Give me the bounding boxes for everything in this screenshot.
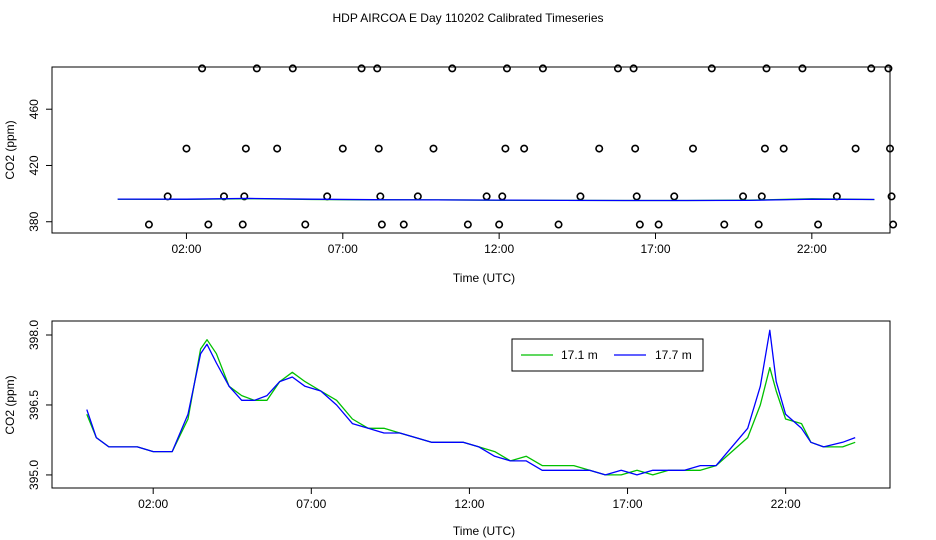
bottom-lines [86,329,856,476]
bottom-x-tick-label-4: 22:00 [771,497,801,511]
top-data-point-27 [498,192,507,201]
top-data-point-24 [463,220,472,229]
bottom-x-axis: 02:00 07:00 12:00 17:00 22:00 [138,488,801,511]
top-data-point-18 [376,192,385,201]
top-data-point-45 [739,192,748,201]
legend: 17.1 m 17.7 m [511,338,704,372]
top-data-point-43 [707,64,716,73]
bottom-x-axis-title: Time (UTC) [453,524,515,538]
top-y-tick-label-0: 380 [27,211,41,231]
legend-label-17-1: 17.1 m [561,348,598,362]
top-data-point-32 [554,220,563,229]
top-data-point-10 [273,144,282,153]
top-data-point-28 [501,144,510,153]
top-x-axis-title: Time (UTC) [453,271,515,285]
top-data-point-33 [576,192,585,201]
top-data-point-16 [373,64,382,73]
top-data-point-29 [502,64,511,73]
top-data-point-40 [654,220,663,229]
top-series-line-1 [117,197,875,202]
top-y-axis-title: CO2 (ppm) [3,120,17,179]
legend-label-17-7: 17.7 m [655,348,692,362]
top-lines [117,197,875,202]
top-plot-frame [51,66,891,234]
top-x-axis: 02:00 07:00 12:00 17:00 22:00 [171,233,827,256]
top-data-point-21 [413,192,422,201]
bottom-x-tick-label-3: 17:00 [613,497,643,511]
top-data-point-4 [204,220,213,229]
top-data-point-11 [288,64,297,73]
top-data-point-19 [377,220,386,229]
bottom-y-tick-label-2: 398.0 [27,320,41,350]
top-data-point-35 [613,64,622,73]
top-data-point-17 [374,144,383,153]
top-y-axis: 380 420 460 [27,99,52,232]
top-y-tick-label-2: 460 [27,99,41,119]
top-data-point-48 [760,144,769,153]
top-data-point-12 [301,220,310,229]
top-data-point-42 [689,144,698,153]
top-data-point-8 [241,144,250,153]
top-data-point-38 [632,192,641,201]
top-data-point-46 [754,220,763,229]
top-points [144,64,898,229]
top-data-point-50 [779,144,788,153]
top-data-point-26 [495,220,504,229]
top-data-point-59 [889,220,898,229]
top-data-point-57 [885,144,894,153]
top-data-point-23 [448,64,457,73]
bottom-y-tick-label-0: 395.0 [27,460,41,490]
top-data-point-44 [720,220,729,229]
top-data-point-52 [814,220,823,229]
bottom-y-axis-title: CO2 (ppm) [3,375,17,434]
top-x-tick-label-0: 02:00 [171,242,201,256]
top-data-point-22 [429,144,438,153]
top-data-point-31 [538,64,547,73]
top-data-point-55 [867,64,876,73]
bottom-x-tick-label-0: 02:00 [138,497,168,511]
top-x-tick-label-4: 22:00 [797,242,827,256]
top-x-tick-label-2: 12:00 [484,242,514,256]
bottom-series-line-17-7-m [86,329,856,476]
top-data-point-37 [631,144,640,153]
top-data-point-54 [851,144,860,153]
top-x-tick-label-3: 17:00 [640,242,670,256]
top-data-point-3 [198,64,207,73]
bottom-series-line-17-1-m [86,339,856,476]
bottom-y-tick-label-1: 396.5 [27,390,41,420]
top-data-point-41 [670,192,679,201]
bottom-y-axis: 395.0 396.5 398.0 [27,320,52,490]
top-data-point-15 [357,64,366,73]
chart-title: HDP AIRCOA E Day 110202 Calibrated Times… [332,11,603,25]
top-y-tick-label-1: 420 [27,155,41,175]
top-data-point-49 [762,64,771,73]
top-data-point-39 [635,220,644,229]
top-data-point-34 [595,144,604,153]
top-data-point-36 [629,64,638,73]
top-data-point-9 [252,64,261,73]
top-data-point-30 [520,144,529,153]
top-data-point-7 [240,192,249,201]
top-x-tick-label-1: 07:00 [328,242,358,256]
top-data-point-6 [238,220,247,229]
top-data-point-20 [399,220,408,229]
top-data-point-47 [757,192,766,201]
top-data-point-25 [482,192,491,201]
top-data-point-0 [144,220,153,229]
top-data-point-51 [798,64,807,73]
bottom-x-tick-label-2: 12:00 [454,497,484,511]
top-data-point-2 [182,144,191,153]
bottom-plot-frame [51,320,891,489]
top-data-point-56 [884,64,893,73]
top-data-point-58 [887,192,896,201]
bottom-x-tick-label-1: 07:00 [296,497,326,511]
top-data-point-14 [338,144,347,153]
